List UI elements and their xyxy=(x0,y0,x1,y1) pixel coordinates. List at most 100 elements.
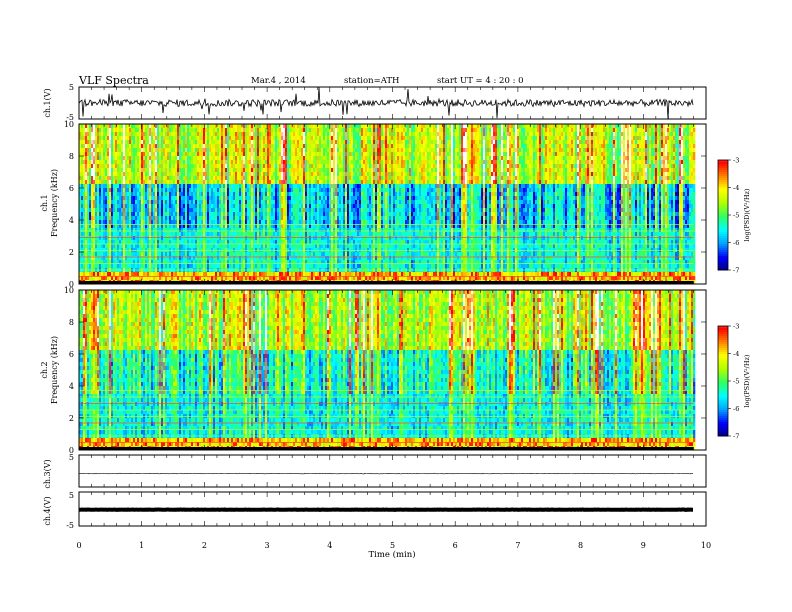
spectrogram-cell xyxy=(119,128,121,132)
spectrogram-cell xyxy=(565,128,567,132)
spectrogram-cell xyxy=(307,168,309,172)
spectrogram-cell xyxy=(257,128,259,132)
spectrogram-cell xyxy=(429,132,431,136)
spectrogram-cell xyxy=(233,180,235,184)
spectrogram-cell xyxy=(513,148,515,152)
spectrogram-cell xyxy=(271,176,273,180)
spectrogram-cell xyxy=(523,184,525,188)
spectrogram-cell xyxy=(575,132,577,136)
spectrogram-cell xyxy=(219,164,221,168)
spectrogram-cell xyxy=(675,176,677,180)
spectrogram-cell xyxy=(141,168,143,172)
spectrogram-cell xyxy=(99,132,101,136)
spectrogram-cell xyxy=(625,164,627,168)
spectrogram-cell xyxy=(415,160,417,164)
spectrogram-cell xyxy=(233,160,235,164)
spectrogram-cell xyxy=(151,184,153,188)
spectrogram-cell xyxy=(119,168,121,172)
spectrogram-cell xyxy=(505,180,507,184)
spectrogram-cell xyxy=(349,176,351,180)
spectrogram-cell xyxy=(471,132,473,136)
spectrogram-cell xyxy=(669,140,671,144)
spectrogram-cell xyxy=(631,180,633,184)
spectrogram-cell xyxy=(645,156,647,160)
spectrogram-cell xyxy=(213,180,215,184)
spectrogram-cell xyxy=(545,140,547,144)
spectrogram-cell xyxy=(651,184,653,188)
spectrogram-cell xyxy=(185,152,187,156)
spectrogram-cell xyxy=(325,176,327,180)
spectrogram-cell xyxy=(99,156,101,160)
spectrogram-cell xyxy=(185,128,187,132)
spectrogram-cell xyxy=(121,164,123,168)
spectrogram-cell xyxy=(633,148,635,152)
spectrogram-cell xyxy=(631,128,633,132)
spectrogram-cell xyxy=(515,132,517,136)
spectrogram-cell xyxy=(617,152,619,156)
spectrogram-cell xyxy=(301,160,303,164)
spectrogram-cell xyxy=(93,188,95,192)
spectrogram-cell xyxy=(585,184,587,188)
spectrogram-cell xyxy=(123,176,125,180)
spectrogram-cell xyxy=(413,156,415,160)
spectrogram-cell xyxy=(663,148,665,152)
spectrogram-cell xyxy=(413,128,415,132)
spectrogram-cell xyxy=(637,152,639,156)
spectrogram-cell xyxy=(257,136,259,140)
spectrogram-cell xyxy=(309,156,311,160)
spectrogram-cell xyxy=(651,140,653,144)
spectrogram-cell xyxy=(411,136,413,140)
spectrogram-cell xyxy=(663,160,665,164)
spectrogram-cell xyxy=(479,152,481,156)
spectrogram-cell xyxy=(147,172,149,176)
spectrogram-cell xyxy=(161,144,163,148)
spectrogram-cell xyxy=(481,148,483,152)
spectrogram-cell xyxy=(607,172,609,176)
spectrogram-cell xyxy=(179,160,181,164)
spectrogram-cell xyxy=(399,136,401,140)
spectrogram-cell xyxy=(687,164,689,168)
spectrogram-cell xyxy=(269,184,271,188)
spectrogram-cell xyxy=(117,160,119,164)
spectrogram-cell xyxy=(157,160,159,164)
spectrogram-cell xyxy=(425,124,427,128)
spectrogram-cell xyxy=(497,176,499,180)
spectrogram-cell xyxy=(511,144,513,148)
spectrogram-cell xyxy=(533,148,535,152)
spectrogram-cell xyxy=(281,164,283,168)
spectrogram-cell xyxy=(627,152,629,156)
spectrogram-cell xyxy=(159,188,161,192)
spectrogram-cell xyxy=(335,156,337,160)
spectrogram-cell xyxy=(457,156,459,160)
spectrogram-cell xyxy=(423,152,425,156)
spectrogram-cell xyxy=(575,172,577,176)
spectrogram-cell xyxy=(173,172,175,176)
spectrogram-cell xyxy=(591,132,593,136)
spectrogram-cell xyxy=(285,144,287,148)
spectrogram-cell xyxy=(593,128,595,132)
spectrogram-cell xyxy=(231,172,233,176)
spectrogram-cell xyxy=(409,176,411,180)
spectrogram-cell xyxy=(663,164,665,168)
spectrogram-cell xyxy=(659,140,661,144)
spectrogram-cell xyxy=(657,152,659,156)
spectrogram-cell xyxy=(475,160,477,164)
spectrogram-cell xyxy=(529,172,531,176)
spectrogram-cell xyxy=(163,168,165,172)
spectrogram-cell xyxy=(91,176,93,180)
spectrogram-cell xyxy=(147,180,149,184)
spectrogram-cell xyxy=(637,160,639,164)
spectrogram-cell xyxy=(203,180,205,184)
spectrogram-cell xyxy=(343,184,345,188)
spectrogram-cell xyxy=(109,144,111,148)
spectrogram-cell xyxy=(679,180,681,184)
spectrogram-cell xyxy=(313,152,315,156)
spectrogram-cell xyxy=(273,136,275,140)
spectrogram-cell xyxy=(333,144,335,148)
spectrogram-cell xyxy=(309,160,311,164)
spectrogram-cell xyxy=(497,180,499,184)
spectrogram-cell xyxy=(135,184,137,188)
spectrogram-cell xyxy=(619,148,621,152)
spectrogram-cell xyxy=(483,144,485,148)
spectrogram-cell xyxy=(509,144,511,148)
